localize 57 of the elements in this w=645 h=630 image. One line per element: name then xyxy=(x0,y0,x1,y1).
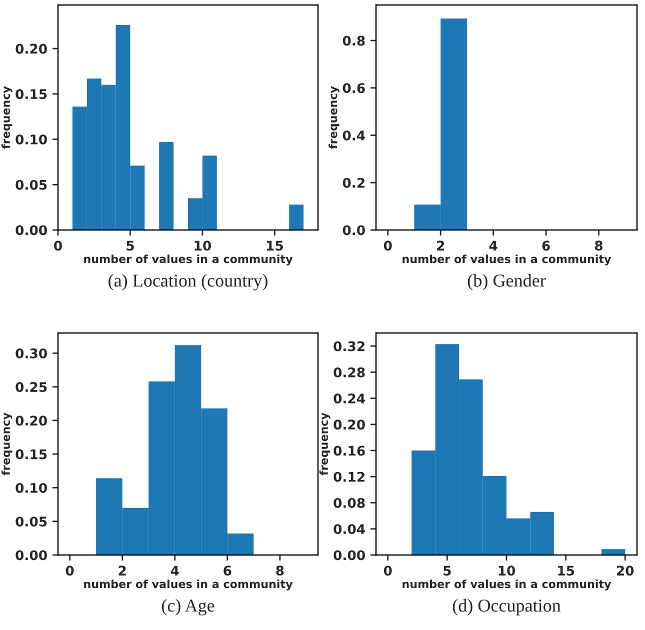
x-tick-label: 0 xyxy=(66,566,74,576)
y-tick-label: 0.00 xyxy=(16,550,47,560)
y-tick-label: 0.32 xyxy=(334,341,364,352)
y-tick-label: 0.12 xyxy=(334,472,364,482)
y-tick-label: 0.00 xyxy=(16,225,47,236)
x-tick-label: 2 xyxy=(118,566,126,576)
x-tick-label: 10 xyxy=(194,240,211,251)
x-tick-label: 0 xyxy=(54,240,62,251)
x-axis-title: number of values in a community xyxy=(84,580,293,590)
y-tick-label: 0.2 xyxy=(342,178,364,188)
text: (a) Location (country) xyxy=(108,274,268,290)
y-tick-label: 0.25 xyxy=(16,382,47,392)
text: (b) Gender xyxy=(468,274,546,290)
text: (c) Age xyxy=(162,599,214,616)
y-tick-label: 0.4 xyxy=(342,130,365,140)
x-tick-label: 15 xyxy=(558,566,574,576)
y-axis-title: frequency xyxy=(328,86,340,149)
x-tick-label: 0 xyxy=(384,240,392,251)
y-tick-label: 0.28 xyxy=(334,367,365,378)
x-tick-label: 5 xyxy=(126,240,134,251)
y-axis-title: frequency xyxy=(319,412,330,476)
x-tick-label: 15 xyxy=(266,240,283,251)
x-tick-label: 8 xyxy=(276,566,284,576)
y-tick-label: 0.00 xyxy=(334,550,365,560)
y-tick-label: 0.04 xyxy=(334,524,365,534)
y-tick-label: 0.10 xyxy=(16,482,47,493)
y-tick-label: 0.15 xyxy=(16,449,47,460)
y-tick-label: 0.8 xyxy=(342,36,365,46)
y-tick-label: 0.10 xyxy=(16,134,47,144)
x-tick-label: 10 xyxy=(498,566,516,576)
x-axis-title: number of values in a community xyxy=(402,254,612,266)
y-tick-label: 0.15 xyxy=(16,89,47,100)
x-tick-label: 6 xyxy=(224,566,232,576)
x-tick-label: 0 xyxy=(384,566,392,576)
y-tick-label: 0.24 xyxy=(334,394,365,404)
x-tick-label: 20 xyxy=(617,566,634,576)
x-tick-label: 8 xyxy=(594,240,603,251)
y-tick-label: 0.30 xyxy=(16,348,47,358)
text: (d) Occupation xyxy=(452,599,561,616)
y-tick-label: 0.20 xyxy=(334,420,365,430)
y-tick-label: 0.08 xyxy=(334,498,365,508)
y-tick-label: 0.05 xyxy=(16,516,47,527)
y-tick-label: 0.05 xyxy=(16,180,47,190)
y-tick-label: 0.0 xyxy=(342,225,365,236)
y-tick-label: 0.16 xyxy=(334,446,365,456)
x-axis-title: number of values in a community xyxy=(84,254,293,266)
x-tick-label: 4 xyxy=(489,240,498,250)
x-tick-label: 5 xyxy=(444,566,451,576)
x-tick-label: 4 xyxy=(170,566,179,576)
y-tick-label: 0.6 xyxy=(342,83,365,94)
y-tick-label: 0.20 xyxy=(16,416,47,426)
x-axis-title: number of values in a community xyxy=(402,580,612,590)
x-tick-label: 6 xyxy=(542,240,550,251)
x-tick-label: 2 xyxy=(437,240,444,250)
y-axis-title: frequency xyxy=(1,412,12,476)
y-tick-label: 0.20 xyxy=(16,44,47,54)
y-axis-title: frequency xyxy=(1,86,12,149)
